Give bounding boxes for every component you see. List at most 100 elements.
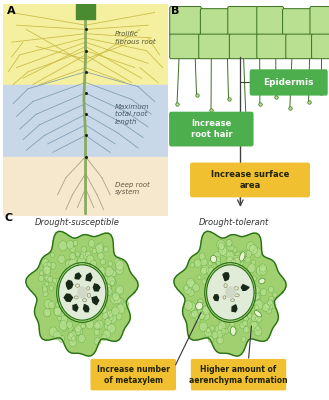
Circle shape — [207, 267, 215, 276]
Circle shape — [232, 259, 236, 264]
Circle shape — [78, 334, 85, 343]
Text: Drought-susceptible: Drought-susceptible — [35, 218, 120, 226]
Circle shape — [230, 246, 234, 251]
Circle shape — [43, 308, 51, 317]
Circle shape — [220, 318, 225, 325]
Polygon shape — [92, 297, 99, 305]
Circle shape — [265, 302, 271, 309]
Circle shape — [266, 307, 271, 314]
Circle shape — [252, 276, 257, 281]
Circle shape — [68, 325, 73, 331]
Circle shape — [60, 315, 68, 324]
Circle shape — [111, 294, 119, 304]
Polygon shape — [174, 231, 286, 356]
Circle shape — [54, 331, 61, 340]
Circle shape — [259, 266, 267, 275]
Circle shape — [273, 292, 277, 298]
Text: Increase surface
area: Increase surface area — [211, 170, 289, 190]
Circle shape — [221, 328, 226, 334]
Circle shape — [115, 288, 121, 295]
Circle shape — [226, 240, 232, 246]
Circle shape — [217, 240, 225, 250]
FancyBboxPatch shape — [312, 34, 329, 59]
Circle shape — [47, 262, 51, 267]
Circle shape — [104, 246, 108, 252]
Circle shape — [253, 286, 260, 294]
Circle shape — [80, 254, 84, 259]
Circle shape — [115, 260, 124, 270]
Circle shape — [202, 312, 210, 320]
Circle shape — [69, 331, 76, 339]
Circle shape — [240, 252, 246, 260]
Circle shape — [187, 302, 195, 311]
FancyBboxPatch shape — [283, 9, 311, 35]
Circle shape — [68, 328, 72, 334]
FancyBboxPatch shape — [250, 69, 328, 96]
FancyBboxPatch shape — [200, 9, 229, 35]
Polygon shape — [84, 304, 89, 312]
Circle shape — [116, 286, 123, 294]
Circle shape — [226, 251, 234, 260]
Circle shape — [77, 286, 88, 298]
Circle shape — [92, 248, 97, 254]
Circle shape — [267, 300, 272, 306]
Circle shape — [50, 253, 55, 258]
Ellipse shape — [196, 302, 203, 310]
Circle shape — [104, 276, 110, 284]
Circle shape — [105, 285, 111, 292]
Circle shape — [101, 334, 107, 341]
Circle shape — [217, 336, 224, 344]
Circle shape — [268, 286, 274, 292]
Circle shape — [50, 262, 56, 269]
Circle shape — [109, 278, 116, 286]
Circle shape — [95, 244, 103, 253]
FancyBboxPatch shape — [257, 34, 287, 59]
Circle shape — [188, 289, 194, 296]
Circle shape — [49, 327, 57, 336]
Circle shape — [108, 314, 117, 324]
Circle shape — [45, 270, 51, 276]
Ellipse shape — [83, 299, 87, 302]
Circle shape — [90, 260, 97, 268]
Circle shape — [97, 252, 102, 257]
Polygon shape — [232, 305, 237, 312]
Circle shape — [44, 275, 48, 280]
Ellipse shape — [255, 310, 262, 317]
Circle shape — [232, 327, 237, 334]
Ellipse shape — [224, 284, 227, 288]
Circle shape — [115, 265, 123, 274]
Circle shape — [222, 248, 229, 257]
Circle shape — [59, 320, 67, 330]
Circle shape — [70, 253, 76, 260]
Circle shape — [269, 296, 273, 302]
FancyBboxPatch shape — [310, 6, 329, 35]
Circle shape — [58, 316, 62, 321]
Circle shape — [205, 304, 210, 310]
Text: Increase
root hair: Increase root hair — [190, 119, 232, 139]
Circle shape — [256, 315, 262, 322]
Circle shape — [199, 314, 204, 320]
Circle shape — [78, 257, 86, 266]
Circle shape — [42, 284, 46, 289]
Polygon shape — [26, 231, 138, 356]
Circle shape — [45, 275, 51, 282]
Circle shape — [233, 258, 241, 266]
Circle shape — [203, 306, 210, 315]
Circle shape — [246, 250, 252, 258]
Circle shape — [198, 315, 202, 320]
Circle shape — [215, 325, 223, 334]
Circle shape — [259, 264, 266, 272]
FancyBboxPatch shape — [170, 6, 201, 35]
Text: Increase number
of metaxylem: Increase number of metaxylem — [97, 365, 170, 385]
Circle shape — [207, 265, 254, 320]
Circle shape — [108, 261, 113, 266]
Circle shape — [75, 325, 81, 332]
Circle shape — [195, 316, 201, 322]
Circle shape — [103, 330, 111, 339]
Circle shape — [114, 296, 121, 304]
Circle shape — [200, 258, 207, 266]
Text: Higher amount of
aerenchyma formation: Higher amount of aerenchyma formation — [189, 365, 288, 385]
Ellipse shape — [74, 296, 78, 299]
Circle shape — [45, 311, 50, 316]
Circle shape — [229, 258, 236, 265]
